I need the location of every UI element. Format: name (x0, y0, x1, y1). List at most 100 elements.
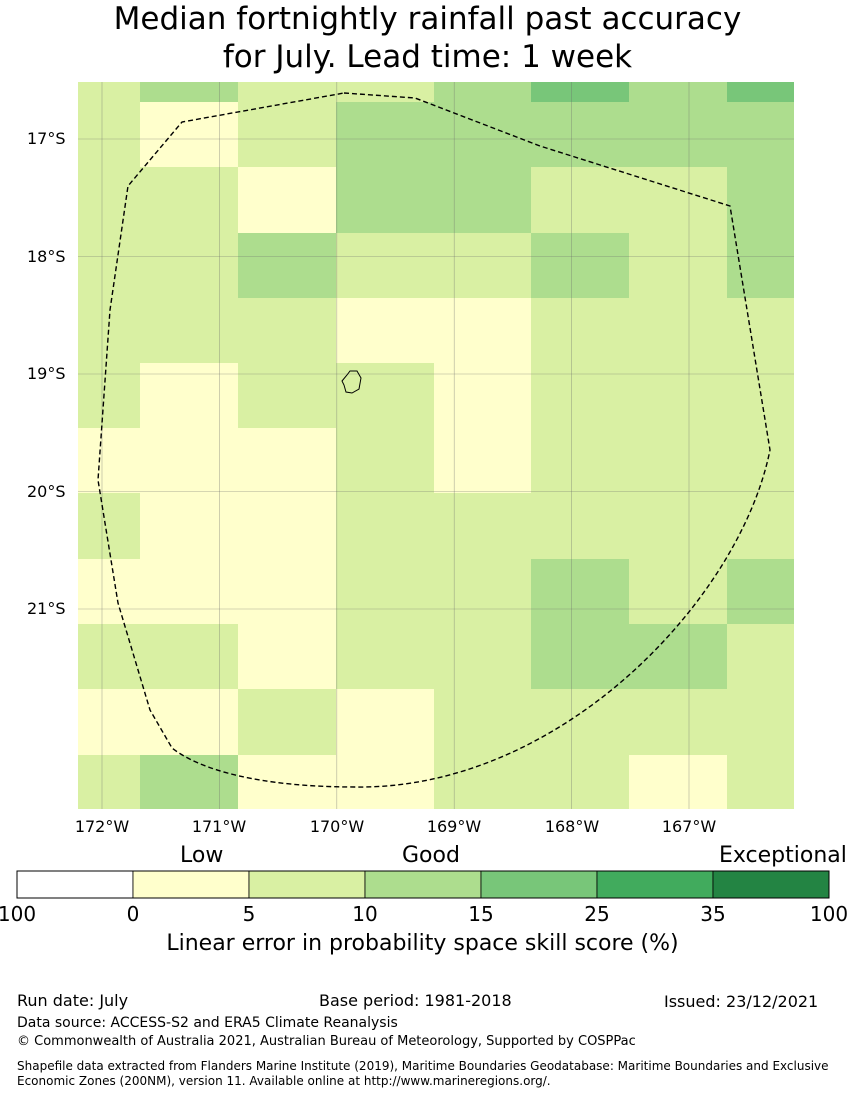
grid-cell (140, 755, 238, 809)
grid-cell (78, 82, 140, 102)
grid-cell (531, 493, 629, 559)
lat-label-18s: 18°S (27, 247, 66, 266)
grid-cell (727, 428, 794, 493)
colorbar-swatch (364, 870, 482, 899)
lat-label-19s: 19°S (27, 364, 66, 383)
eez-boundary (97, 92, 771, 788)
grid-cell (140, 102, 238, 167)
grid-cell (531, 298, 629, 363)
grid-cell (434, 689, 531, 755)
grid-cell (140, 298, 238, 363)
grid-cell (140, 689, 238, 755)
lon-label-169w: 169°W (426, 817, 482, 836)
grid-cell (336, 493, 434, 559)
grid-cell (531, 755, 629, 809)
map-title: Median fortnightly rainfall past accurac… (0, 0, 855, 76)
lon-label-170w: 170°W (309, 817, 365, 836)
grid-cell (531, 428, 629, 493)
colorbar-tick: 5 (242, 902, 256, 926)
grid-cell (629, 363, 727, 428)
colorbar-swatch (248, 870, 366, 899)
grid-cell (434, 82, 531, 102)
lon-label-168w: 168°W (544, 817, 600, 836)
grid-cell (78, 167, 140, 233)
grid-cell (727, 298, 794, 363)
grid-cell (238, 102, 336, 167)
grid-cell (531, 624, 629, 689)
base-period: Base period: 1981-2018 (319, 991, 512, 1010)
grid-cell (531, 363, 629, 428)
grid-cell (629, 82, 727, 102)
grid-cell (78, 233, 140, 298)
grid-cell (78, 689, 140, 755)
grid-cell (727, 102, 794, 167)
shapefile-credit-line-2: Economic Zones (200NM), version 11. Avai… (17, 1074, 551, 1088)
run-date: Run date: July (17, 991, 129, 1010)
grid-cell (727, 493, 794, 559)
colorbar-tick: 10 (352, 902, 378, 926)
colorbar-swatch (712, 870, 830, 899)
grid-cell (727, 689, 794, 755)
grid-cell (140, 428, 238, 493)
grid-cell (434, 559, 531, 624)
colorbar-swatch (132, 870, 250, 899)
grid-cell (238, 233, 336, 298)
grid-cell (238, 298, 336, 363)
colorbar-swatch (480, 870, 598, 899)
grid-cell (336, 233, 434, 298)
island-outline (341, 370, 362, 394)
grid-cell (434, 363, 531, 428)
grid-cell (336, 167, 434, 233)
grid-cell (78, 428, 140, 493)
grid-cell (238, 167, 336, 233)
grid-cell (531, 102, 629, 167)
grid-cell (238, 428, 336, 493)
colorbar-tick: 15 (468, 902, 494, 926)
grid-cell (238, 493, 336, 559)
grid-cell (336, 298, 434, 363)
colorbar-swatch (16, 870, 134, 899)
lon-label-171w: 171°W (191, 817, 247, 836)
category-exceptional: Exceptional (719, 843, 847, 868)
grid-cell (336, 428, 434, 493)
grid-cell (336, 689, 434, 755)
grid-cell (78, 363, 140, 428)
grid-cell (434, 233, 531, 298)
lat-label-20s: 20°S (27, 482, 66, 501)
grid-cell (78, 559, 140, 624)
grid-cell (531, 689, 629, 755)
lat-label-17s: 17°S (27, 129, 66, 148)
grid-cell (531, 559, 629, 624)
grid-cell (140, 559, 238, 624)
grid-cell (629, 102, 727, 167)
grid-cell (727, 624, 794, 689)
grid-cell (727, 82, 794, 102)
colorbar-tick: 35 (700, 902, 726, 926)
grid-cell (434, 102, 531, 167)
grid-cell (629, 755, 727, 809)
grid-cell (238, 363, 336, 428)
grid-cell (238, 559, 336, 624)
grid-cell (140, 624, 238, 689)
title-line-1: Median fortnightly rainfall past accurac… (113, 1, 742, 37)
grid-cell (629, 624, 727, 689)
grid-cell (629, 233, 727, 298)
grid-cell (140, 82, 238, 102)
lat-label-21s: 21°S (27, 599, 66, 618)
grid-cell (629, 493, 727, 559)
grid-cell (238, 755, 336, 809)
grid-cell (434, 167, 531, 233)
grid-cell (336, 102, 434, 167)
grid-cell (531, 233, 629, 298)
grid-cell (140, 363, 238, 428)
grid-cell (629, 689, 727, 755)
grid-cell (531, 167, 629, 233)
grid-cell (238, 82, 336, 102)
lon-label-172w: 172°W (74, 817, 130, 836)
grid-cell (336, 363, 434, 428)
colorbar-frame (16, 870, 830, 899)
grid-cell (727, 559, 794, 624)
shapefile-credit-line-1: Shapefile data extracted from Flanders M… (17, 1059, 829, 1073)
grid-cell (434, 624, 531, 689)
grid-cell (140, 233, 238, 298)
